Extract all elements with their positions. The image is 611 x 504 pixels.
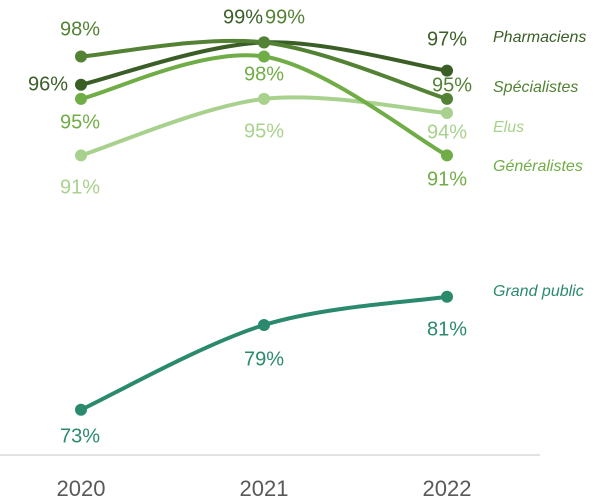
data-label: 94% <box>427 121 467 143</box>
data-point <box>75 50 87 63</box>
data-point <box>441 149 453 162</box>
data-point <box>441 290 453 303</box>
data-label: 91% <box>427 168 467 190</box>
data-point <box>75 403 87 416</box>
data-point <box>258 92 270 105</box>
data-point <box>441 64 453 77</box>
data-point <box>258 36 270 49</box>
data-label: 98% <box>60 18 100 40</box>
data-point <box>258 319 270 331</box>
data-point <box>441 107 453 120</box>
data-label: 99% <box>223 6 263 28</box>
data-label: 73% <box>60 425 100 447</box>
data-label: 79% <box>244 348 284 370</box>
data-label: 99% <box>265 6 305 28</box>
data-label: 97% <box>427 28 467 50</box>
legend-label: Pharmaciens <box>493 29 586 46</box>
data-label: 95% <box>432 74 472 96</box>
data-label: 95% <box>60 111 100 133</box>
legend-label: Grand public <box>493 283 584 300</box>
data-label: 95% <box>244 120 284 142</box>
data-label: 98% <box>244 63 284 85</box>
data-label: 81% <box>427 318 467 340</box>
data-point <box>75 92 87 105</box>
legend-label: Spécialistes <box>493 79 578 96</box>
data-point <box>75 78 87 91</box>
legend-label: Elus <box>493 119 524 136</box>
x-tick-label: 2021 <box>240 476 289 501</box>
data-point <box>75 149 87 162</box>
x-tick-label: 2022 <box>423 476 472 501</box>
x-tick-label: 2020 <box>57 476 106 501</box>
legend-label: Généralistes <box>493 158 583 175</box>
data-point <box>441 92 453 105</box>
data-label: 96% <box>28 73 68 95</box>
data-point <box>258 50 270 63</box>
data-label: 91% <box>60 176 100 198</box>
